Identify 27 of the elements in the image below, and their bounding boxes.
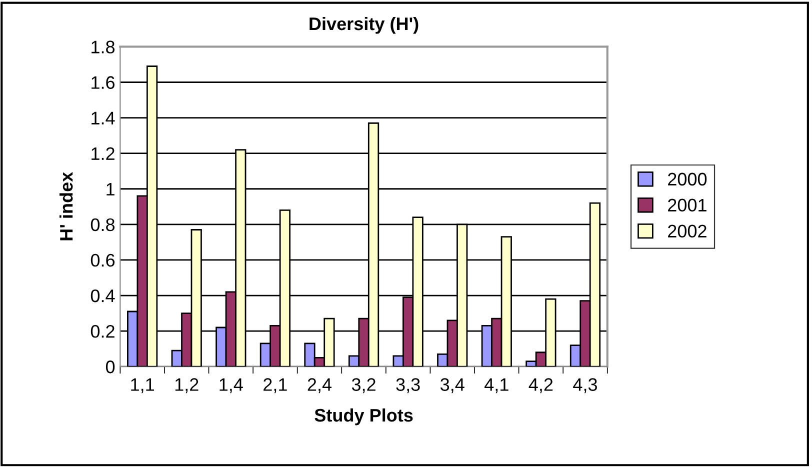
legend-label: 2001 (668, 198, 706, 212)
legend-label: 2002 (668, 224, 706, 238)
y-tick-label: 1.2 (92, 147, 114, 160)
x-tick-label: 1,4 (220, 378, 243, 394)
x-tick-label: 4,2 (528, 378, 553, 394)
chart-title: Diversity (H') (310, 16, 418, 34)
y-axis-title: H' index (60, 172, 73, 240)
x-tick-label: 1,1 (131, 378, 154, 394)
y-tick-label: 0.4 (90, 289, 115, 302)
y-tick-label: 1.8 (92, 40, 115, 54)
x-tick-label: 3,3 (396, 378, 420, 394)
y-tick-label: 1.4 (92, 112, 115, 124)
x-tick-label: 2,1 (264, 378, 287, 394)
legend-label: 2000 (668, 172, 707, 186)
y-tick-label: 0.2 (90, 324, 114, 338)
x-axis-title: Study Plots (314, 408, 413, 426)
x-tick-label: 2,4 (308, 378, 332, 394)
y-tick-label: 0.8 (90, 218, 115, 232)
x-tick-label: 4,1 (484, 378, 508, 394)
x-tick-label: 1,2 (175, 378, 198, 394)
y-tick-label: 1.6 (92, 76, 115, 89)
x-tick-label: 3,2 (352, 378, 376, 394)
y-tick-label: 0.6 (90, 254, 115, 267)
y-tick-label: 0 (106, 360, 115, 374)
x-tick-label: 4,3 (573, 378, 597, 394)
y-tick-label: 1 (106, 182, 114, 196)
x-tick-label: 3,4 (440, 378, 464, 394)
